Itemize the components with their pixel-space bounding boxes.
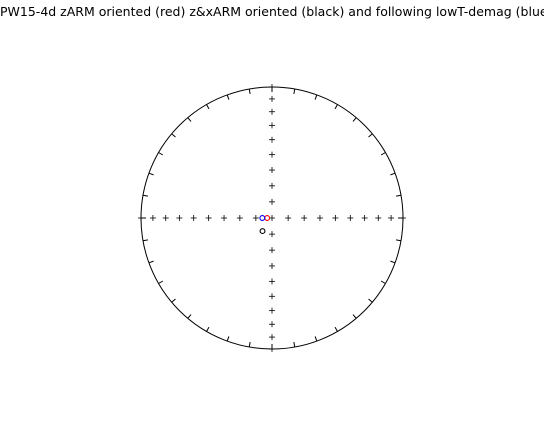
azimuth-tick xyxy=(206,326,210,332)
inclination-cross xyxy=(269,247,275,254)
inclination-cross xyxy=(205,215,212,221)
inclination-cross xyxy=(269,182,275,189)
azimuth-tick xyxy=(395,194,402,197)
data-point xyxy=(259,228,266,235)
azimuth-tick xyxy=(395,239,402,242)
data-points xyxy=(259,215,271,235)
azimuth-tick xyxy=(293,88,296,95)
azimuth-tick xyxy=(187,117,192,122)
figure-title: PW15-4d zARM oriented (red) z&xARM orien… xyxy=(0,4,544,19)
inclination-cross xyxy=(162,215,169,221)
inclination-cross xyxy=(252,215,259,221)
inclination-cross xyxy=(269,198,275,205)
inclination-cross xyxy=(269,136,275,143)
inclination-cross xyxy=(236,215,243,221)
inclination-cross xyxy=(149,215,156,221)
inclination-cross xyxy=(269,167,275,174)
inclination-cross xyxy=(269,122,275,129)
azimuth-tick xyxy=(226,336,230,342)
azimuth-tick xyxy=(248,341,251,348)
azimuth-tick xyxy=(314,336,318,342)
azimuth-tick xyxy=(293,341,296,348)
azimuth-tick xyxy=(142,239,149,242)
inclination-cross xyxy=(301,215,308,221)
azimuth-tick xyxy=(390,172,396,176)
inclination-cross xyxy=(269,95,275,102)
inclination-cross xyxy=(269,334,275,341)
azimuth-tick xyxy=(187,314,192,319)
azimuth-tick xyxy=(352,314,357,319)
azimuth-tick xyxy=(334,104,338,110)
azimuth-tick xyxy=(142,194,149,197)
azimuth-tick xyxy=(248,88,251,95)
inclination-cross xyxy=(221,215,228,221)
azimuth-tick xyxy=(314,94,318,100)
inclination-cross xyxy=(375,215,382,221)
inclination-cross xyxy=(269,108,275,115)
inclination-cross xyxy=(176,215,183,221)
inclination-cross xyxy=(361,215,368,221)
inclination-cross xyxy=(316,215,323,221)
inclination-cross xyxy=(269,84,275,90)
azimuth-tick xyxy=(334,326,338,332)
azimuth-tick xyxy=(368,133,373,138)
azimuth-tick xyxy=(148,172,154,176)
inclination-cross xyxy=(269,262,275,269)
inclination-cross xyxy=(269,151,275,158)
inclination-cross xyxy=(269,231,275,238)
azimuth-tick xyxy=(368,298,373,303)
inclination-cross xyxy=(138,215,144,221)
inclination-cross xyxy=(347,215,354,221)
azimuth-tick xyxy=(206,104,210,110)
inclination-cross xyxy=(400,215,406,221)
azimuth-tick xyxy=(352,117,357,122)
azimuth-tick xyxy=(171,133,176,138)
azimuth-tick xyxy=(148,260,154,264)
data-point xyxy=(264,215,271,221)
inclination-cross xyxy=(388,215,395,221)
inclination-cross xyxy=(332,215,339,221)
data-point xyxy=(259,215,266,221)
azimuth-tick xyxy=(226,94,230,100)
azimuth-tick xyxy=(171,298,176,303)
inclination-cross xyxy=(269,321,275,328)
azimuth-tick xyxy=(390,260,396,264)
azimuth-tick xyxy=(158,280,164,284)
inclination-cross xyxy=(269,307,275,314)
inclination-cross xyxy=(190,215,197,221)
inclination-cross xyxy=(269,278,275,285)
inclination-cross xyxy=(269,293,275,300)
azimuth-tick xyxy=(380,152,386,156)
inclination-crosses xyxy=(138,84,406,352)
azimuth-tick xyxy=(158,152,164,156)
inclination-cross xyxy=(269,346,275,352)
azimuth-tick xyxy=(380,280,386,284)
inclination-cross xyxy=(285,215,292,221)
